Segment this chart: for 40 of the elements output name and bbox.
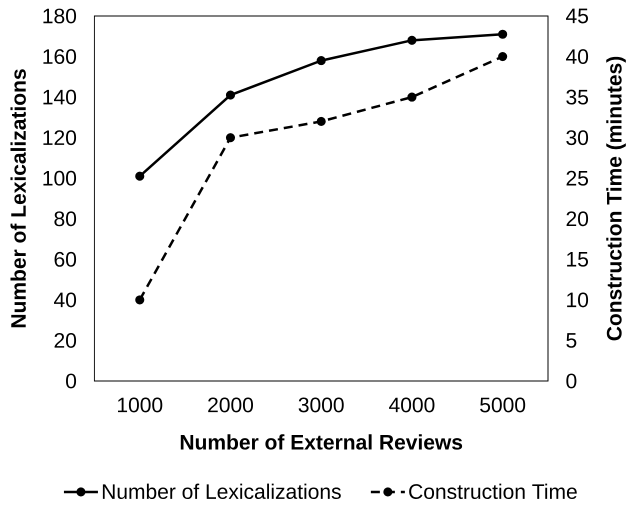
point xyxy=(316,116,326,126)
y2-tick-label: 40 xyxy=(566,49,588,64)
y-tick-label: 100 xyxy=(43,170,76,186)
y-tick-label: 160 xyxy=(43,49,76,64)
y2-tick-label: 30 xyxy=(566,130,588,146)
y-tick-label: 40 xyxy=(54,292,76,308)
x-tick-label: 3000 xyxy=(298,398,344,412)
x-tick-label: 1000 xyxy=(118,398,162,412)
y2-tick-label: 35 xyxy=(566,90,588,105)
x-tick-label: 5000 xyxy=(480,398,526,412)
y2-tick-label: 10 xyxy=(567,292,588,308)
x-tick-label: 2000 xyxy=(208,398,254,412)
y-tick-label: 140 xyxy=(43,90,76,105)
point xyxy=(226,133,236,142)
y-tick-label: 120 xyxy=(43,130,76,146)
x-tick-label: 4000 xyxy=(389,398,434,412)
y2-tick-label: 25 xyxy=(566,170,588,186)
y-tick-label: 80 xyxy=(54,211,76,226)
y-tick-label: 180 xyxy=(43,8,76,24)
y2-tick-label: 45 xyxy=(566,8,588,24)
y-tick-label: 20 xyxy=(54,333,76,348)
y2-tick-label: 0 xyxy=(566,374,576,388)
point xyxy=(407,36,416,45)
y-tick-label: 0 xyxy=(66,374,76,388)
y2-tick-label: 5 xyxy=(566,333,576,348)
point xyxy=(498,52,508,62)
y2-tick-label: 15 xyxy=(567,252,588,267)
legend-label: Construction Time xyxy=(409,484,577,500)
point xyxy=(135,172,144,181)
point xyxy=(135,295,144,304)
point xyxy=(498,30,508,39)
point xyxy=(407,92,416,102)
point xyxy=(226,90,236,100)
y2-axis-title: Construction Time (minutes) xyxy=(606,56,626,340)
x-axis-title: Number of External Reviews xyxy=(180,434,462,450)
y2-tick-label: 20 xyxy=(566,211,588,226)
y-tick-label: 60 xyxy=(54,252,76,267)
y-axis-title: Number of Lexicalizations xyxy=(10,69,26,328)
legend-label: Number of Lexicalizations xyxy=(102,484,341,500)
point xyxy=(316,56,326,66)
